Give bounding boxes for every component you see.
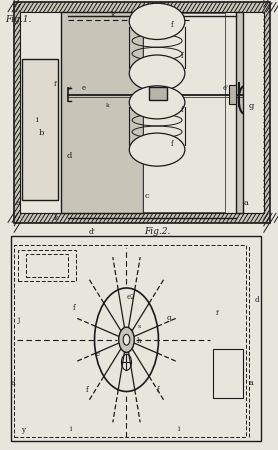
- Text: s: s: [138, 324, 141, 329]
- Text: a: a: [249, 379, 254, 387]
- Text: c: c: [145, 192, 149, 200]
- Text: f: f: [181, 53, 183, 60]
- Text: e: e: [96, 350, 100, 357]
- Bar: [18, 250, 76, 281]
- Text: Fig.1.: Fig.1.: [6, 15, 32, 24]
- Bar: [143, 13, 225, 212]
- Text: d: d: [254, 296, 259, 303]
- Text: i: i: [36, 116, 39, 123]
- Bar: [229, 85, 236, 104]
- Ellipse shape: [129, 55, 185, 91]
- Text: f: f: [157, 386, 160, 393]
- Text: k: k: [54, 215, 59, 222]
- Text: g: g: [167, 314, 171, 321]
- Ellipse shape: [129, 86, 185, 119]
- Text: f: f: [171, 140, 173, 148]
- Text: e': e': [68, 86, 73, 91]
- Bar: [26, 254, 68, 277]
- Bar: [14, 245, 246, 436]
- Text: e: e: [82, 84, 86, 92]
- Bar: [22, 58, 58, 200]
- Text: h: h: [136, 337, 141, 345]
- Text: d: d: [67, 152, 72, 159]
- Text: a: a: [15, 199, 20, 207]
- Circle shape: [119, 327, 134, 352]
- Text: f: f: [171, 21, 173, 29]
- Bar: [0, 226, 278, 450]
- Ellipse shape: [129, 133, 185, 166]
- Text: f: f: [181, 107, 183, 114]
- Text: i': i': [54, 80, 58, 87]
- Text: j: j: [18, 316, 20, 324]
- Text: g: g: [249, 102, 254, 110]
- Text: y: y: [21, 426, 25, 434]
- Text: Fig.2.: Fig.2.: [145, 227, 171, 236]
- Bar: [14, 2, 270, 223]
- Text: a: a: [243, 199, 248, 207]
- Text: i: i: [70, 425, 72, 433]
- Text: d': d': [89, 228, 96, 236]
- Text: f: f: [72, 305, 75, 312]
- Text: i': i': [215, 309, 220, 317]
- Text: e2: e2: [126, 293, 135, 301]
- Bar: [213, 349, 243, 398]
- Ellipse shape: [129, 3, 185, 40]
- Bar: [11, 236, 261, 441]
- Text: k: k: [111, 11, 116, 18]
- Bar: [20, 12, 264, 213]
- Text: f: f: [86, 386, 89, 393]
- Text: e': e': [222, 84, 229, 92]
- Text: k: k: [106, 103, 109, 108]
- Bar: [149, 87, 167, 100]
- Circle shape: [123, 334, 130, 345]
- Bar: [236, 12, 243, 213]
- Text: b: b: [39, 129, 44, 137]
- Text: a: a: [11, 379, 16, 387]
- Text: i: i: [178, 425, 180, 433]
- Bar: [61, 12, 143, 213]
